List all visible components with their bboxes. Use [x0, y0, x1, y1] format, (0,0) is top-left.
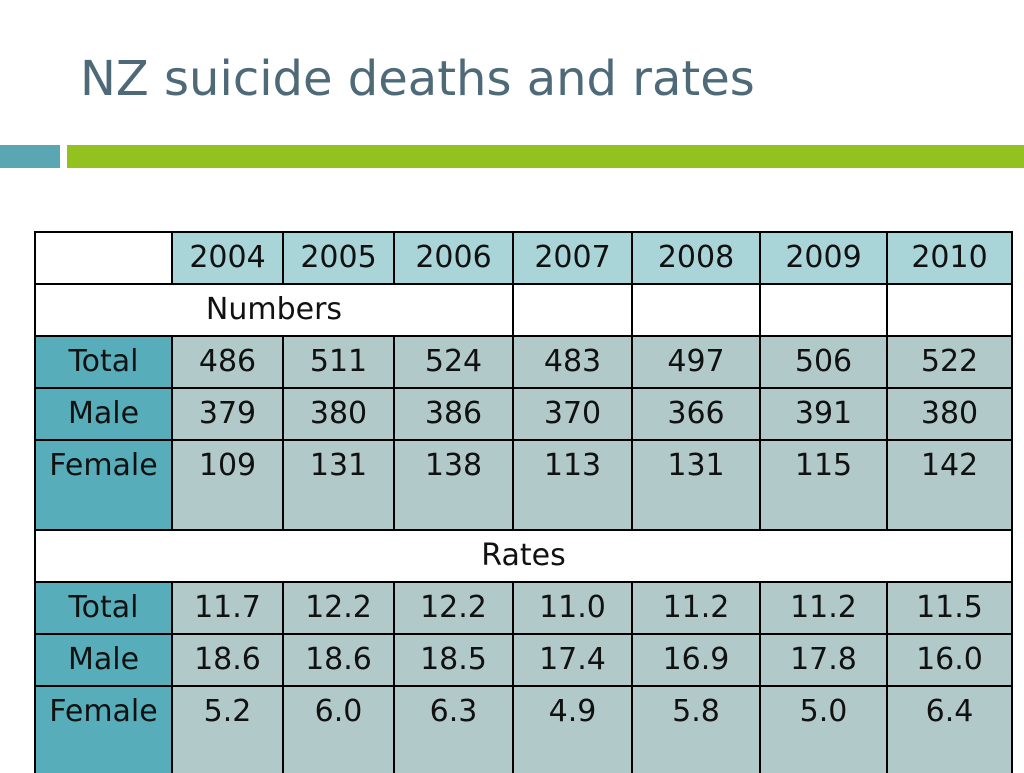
table-cell: 11.5 [886, 581, 1013, 635]
year-header: 2008 [631, 231, 761, 285]
blank-cell [886, 283, 1013, 337]
table-cell: 524 [393, 335, 514, 389]
blank-cell [759, 283, 888, 337]
table-cell: 18.6 [282, 633, 395, 687]
table-cell: 511 [282, 335, 395, 389]
table-cell: 391 [759, 387, 888, 441]
table-cell: 17.8 [759, 633, 888, 687]
table-cell: 380 [282, 387, 395, 441]
slide-title: NZ suicide deaths and rates [80, 51, 755, 107]
table-cell: 486 [171, 335, 284, 389]
rates-section-row: Rates [34, 529, 1013, 583]
table-row: Female 109 131 138 113 131 115 142 [34, 439, 1013, 531]
row-label: Female [34, 439, 173, 531]
table-cell: 506 [759, 335, 888, 389]
table-cell: 5.0 [759, 685, 888, 773]
table-cell: 11.2 [759, 581, 888, 635]
table-cell: 12.2 [393, 581, 514, 635]
table-cell: 5.2 [171, 685, 284, 773]
table-cell: 11.7 [171, 581, 284, 635]
year-header: 2006 [393, 231, 514, 285]
table-cell: 6.4 [886, 685, 1013, 773]
row-label: Female [34, 685, 173, 773]
blank-cell [631, 283, 761, 337]
table-cell: 113 [512, 439, 633, 531]
table-cell: 6.0 [282, 685, 395, 773]
section-label-rates: Rates [34, 529, 1013, 583]
table-cell: 483 [512, 335, 633, 389]
table-cell: 11.0 [512, 581, 633, 635]
table-cell: 109 [171, 439, 284, 531]
table-cell: 115 [759, 439, 888, 531]
table-row: Female 5.2 6.0 6.3 4.9 5.8 5.0 6.4 [34, 685, 1013, 773]
table-cell: 522 [886, 335, 1013, 389]
suicide-data-table: 2004 2005 2006 2007 2008 2009 2010 Numbe… [34, 231, 1013, 773]
year-header: 2005 [282, 231, 395, 285]
row-label: Male [34, 387, 173, 441]
table-cell: 142 [886, 439, 1013, 531]
year-header: 2007 [512, 231, 633, 285]
row-label: Total [34, 581, 173, 635]
table-cell: 131 [631, 439, 761, 531]
year-header: 2004 [171, 231, 284, 285]
corner-cell [34, 231, 173, 285]
table-cell: 379 [171, 387, 284, 441]
table-cell: 138 [393, 439, 514, 531]
table-row: Total 11.7 12.2 12.2 11.0 11.2 11.2 11.5 [34, 581, 1013, 635]
table-cell: 12.2 [282, 581, 395, 635]
table-cell: 131 [282, 439, 395, 531]
table-row: Total 486 511 524 483 497 506 522 [34, 335, 1013, 389]
table-cell: 366 [631, 387, 761, 441]
table-cell: 16.0 [886, 633, 1013, 687]
table-cell: 11.2 [631, 581, 761, 635]
table-cell: 18.6 [171, 633, 284, 687]
year-header: 2010 [886, 231, 1013, 285]
table-cell: 6.3 [393, 685, 514, 773]
table-cell: 5.8 [631, 685, 761, 773]
row-label: Male [34, 633, 173, 687]
table-cell: 17.4 [512, 633, 633, 687]
blank-cell [512, 283, 633, 337]
table-row: Male 18.6 18.6 18.5 17.4 16.9 17.8 16.0 [34, 633, 1013, 687]
table-cell: 380 [886, 387, 1013, 441]
table-cell: 497 [631, 335, 761, 389]
table-cell: 4.9 [512, 685, 633, 773]
row-label: Total [34, 335, 173, 389]
table-cell: 370 [512, 387, 633, 441]
year-header: 2009 [759, 231, 888, 285]
table-cell: 16.9 [631, 633, 761, 687]
table-cell: 18.5 [393, 633, 514, 687]
year-header-row: 2004 2005 2006 2007 2008 2009 2010 [34, 231, 1013, 285]
accent-bar-teal [0, 145, 60, 168]
accent-bar-green [67, 145, 1024, 168]
section-label-numbers: Numbers [34, 283, 514, 337]
table-cell: 386 [393, 387, 514, 441]
table-row: Male 379 380 386 370 366 391 380 [34, 387, 1013, 441]
numbers-section-row: Numbers [34, 283, 1013, 337]
